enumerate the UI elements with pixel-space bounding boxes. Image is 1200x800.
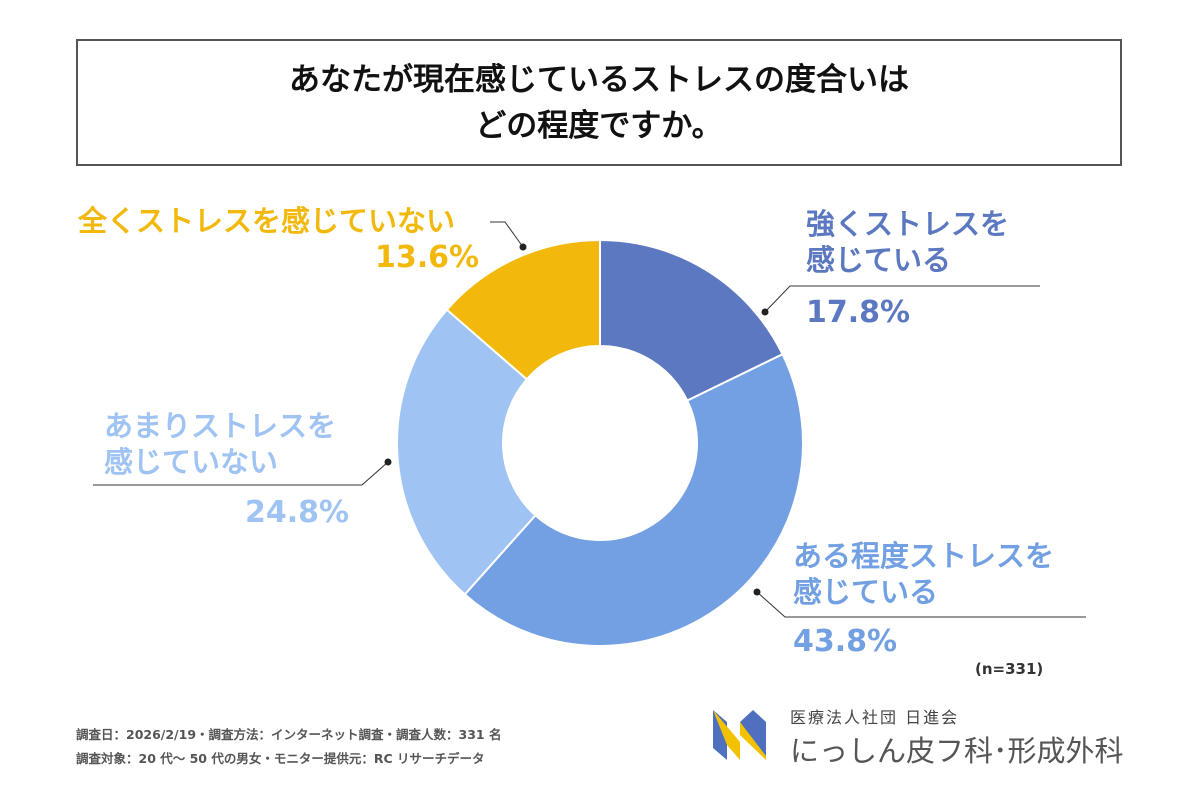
donut-slice-4 <box>445 238 601 381</box>
label-none: 全くストレスを感じていない <box>78 204 456 238</box>
leader-dot-little <box>384 458 392 466</box>
leader-dot-moderate <box>753 588 761 596</box>
footer-line-1: 調査日：2026/2/19・調査方法：インターネット調査・調査人数：331 名 <box>76 727 502 742</box>
value-label-strong: 17.8% <box>806 295 911 330</box>
logo-org: 医療法人社団 日進会 <box>790 708 960 727</box>
leader-line-little <box>93 461 389 486</box>
leader-line-moderate <box>756 591 1086 618</box>
title-line-2: どの程度ですか。 <box>475 107 723 144</box>
logo-clinic: にっしん皮フ科･形成外科 <box>790 734 1124 768</box>
title-line-1: あなたが現在感じているストレスの度合いは <box>289 61 909 98</box>
leader-dot-none <box>519 243 527 251</box>
label-strong: 強くストレスを 感じている <box>806 207 1010 277</box>
donut-slice-3 <box>396 308 537 596</box>
leader-line-none <box>490 221 524 248</box>
label-little: あまりストレスを 感じていない <box>104 409 337 479</box>
value-label-little: 24.8% <box>245 495 350 530</box>
chart-title: あなたが現在感じているストレスの度合いは どの程度ですか。 <box>76 39 1122 166</box>
donut-slice-1 <box>599 238 784 402</box>
value-label-none: 13.6% <box>375 240 480 275</box>
value-label-moderate: 43.8% <box>793 624 898 659</box>
leader-line-strong <box>764 285 1040 313</box>
footer-line-2: 調査対象：20 代～ 50 代の男女・モニター提供元：RC リサーチデータ <box>76 751 485 766</box>
sample-size: (n=331) <box>975 660 1044 678</box>
donut-slice-2 <box>463 352 804 647</box>
label-moderate: ある程度ストレスを 感じている <box>793 539 1055 609</box>
leader-dot-strong <box>761 308 769 316</box>
